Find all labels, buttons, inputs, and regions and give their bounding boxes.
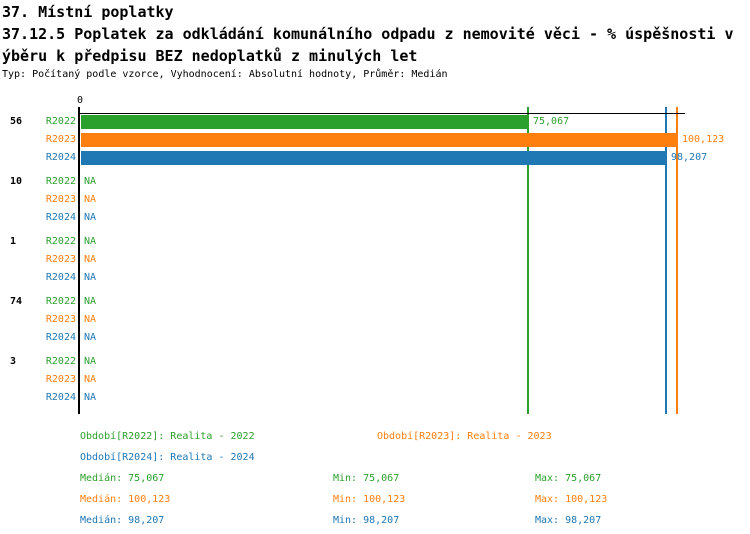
series-label-r2024: R2024 xyxy=(45,332,76,343)
bar-na-label: NA xyxy=(84,356,97,367)
group-label: 74 xyxy=(10,296,23,307)
series-label-r2022: R2022 xyxy=(45,116,76,127)
stat-min-r2024: Min: 98,207 xyxy=(333,515,400,526)
report-header: 37. Místní poplatky 37.12.5 Poplatek za … xyxy=(2,1,750,81)
bar-na-label: NA xyxy=(84,212,97,223)
bar-na-label: NA xyxy=(84,332,97,343)
legend-item-r2022: Období[R2022]: Realita - 2022 xyxy=(80,431,255,442)
chart-meta-info: Typ: Počítaný podle vzorce, Vyhodnocení:… xyxy=(2,69,448,80)
bar-value-label: 100,123 xyxy=(682,134,725,145)
series-label-r2023: R2023 xyxy=(45,134,76,145)
stat-median-r2022: Medián: 75,067 xyxy=(80,473,165,484)
reference-line-r2023 xyxy=(676,107,678,414)
x-axis-origin-tick-label: 0 xyxy=(76,95,84,106)
series-label-r2022: R2022 xyxy=(45,296,76,307)
bar-na-label: NA xyxy=(84,296,97,307)
group-label: 56 xyxy=(10,116,23,127)
bar-r2022 xyxy=(81,115,528,129)
stat-median-r2024: Medián: 98,207 xyxy=(80,515,165,526)
group-label: 1 xyxy=(10,236,17,247)
series-label-r2022: R2022 xyxy=(45,236,76,247)
stat-median-r2023: Medián: 100,123 xyxy=(80,494,171,505)
bar-r2024 xyxy=(81,151,666,165)
group-label: 10 xyxy=(10,176,23,187)
x-axis-line xyxy=(80,113,685,114)
series-label-r2022: R2022 xyxy=(45,176,76,187)
bar-value-label: 75,067 xyxy=(533,116,570,127)
bar-na-label: NA xyxy=(84,272,97,283)
stat-max-r2023: Max: 100,123 xyxy=(535,494,608,505)
bar-na-label: NA xyxy=(84,374,97,385)
stat-max-r2022: Max: 75,067 xyxy=(535,473,602,484)
bar-r2023 xyxy=(81,133,677,147)
bar-value-label: 98,207 xyxy=(671,152,708,163)
series-label-r2022: R2022 xyxy=(45,356,76,367)
group-label: 3 xyxy=(10,356,17,367)
bar-na-label: NA xyxy=(84,194,97,205)
chart-title-line1: 37.12.5 Poplatek za odkládání komunálníh… xyxy=(2,25,734,43)
stat-max-r2024: Max: 98,207 xyxy=(535,515,602,526)
series-label-r2023: R2023 xyxy=(45,314,76,325)
bar-na-label: NA xyxy=(84,392,97,403)
reference-line-r2024 xyxy=(665,107,667,414)
reference-line-r2022 xyxy=(527,107,529,414)
series-label-r2023: R2023 xyxy=(45,374,76,385)
bar-na-label: NA xyxy=(84,176,97,187)
series-label-r2023: R2023 xyxy=(45,254,76,265)
series-label-r2024: R2024 xyxy=(45,392,76,403)
y-axis-line xyxy=(78,107,80,414)
bar-na-label: NA xyxy=(84,236,97,247)
legend-item-r2023: Období[R2023]: Realita - 2023 xyxy=(377,431,552,442)
chart-title-line2: ýběru k předpisu BEZ nedoplatků z minulý… xyxy=(2,47,418,65)
page-title: 37. Místní poplatky xyxy=(2,3,174,21)
series-label-r2024: R2024 xyxy=(45,212,76,223)
bar-na-label: NA xyxy=(84,314,97,325)
legend-item-r2024: Období[R2024]: Realita - 2024 xyxy=(80,452,255,463)
series-label-r2024: R2024 xyxy=(45,152,76,163)
series-label-r2023: R2023 xyxy=(45,194,76,205)
stat-min-r2023: Min: 100,123 xyxy=(333,494,406,505)
stat-min-r2022: Min: 75,067 xyxy=(333,473,400,484)
bar-na-label: NA xyxy=(84,254,97,265)
series-label-r2024: R2024 xyxy=(45,272,76,283)
